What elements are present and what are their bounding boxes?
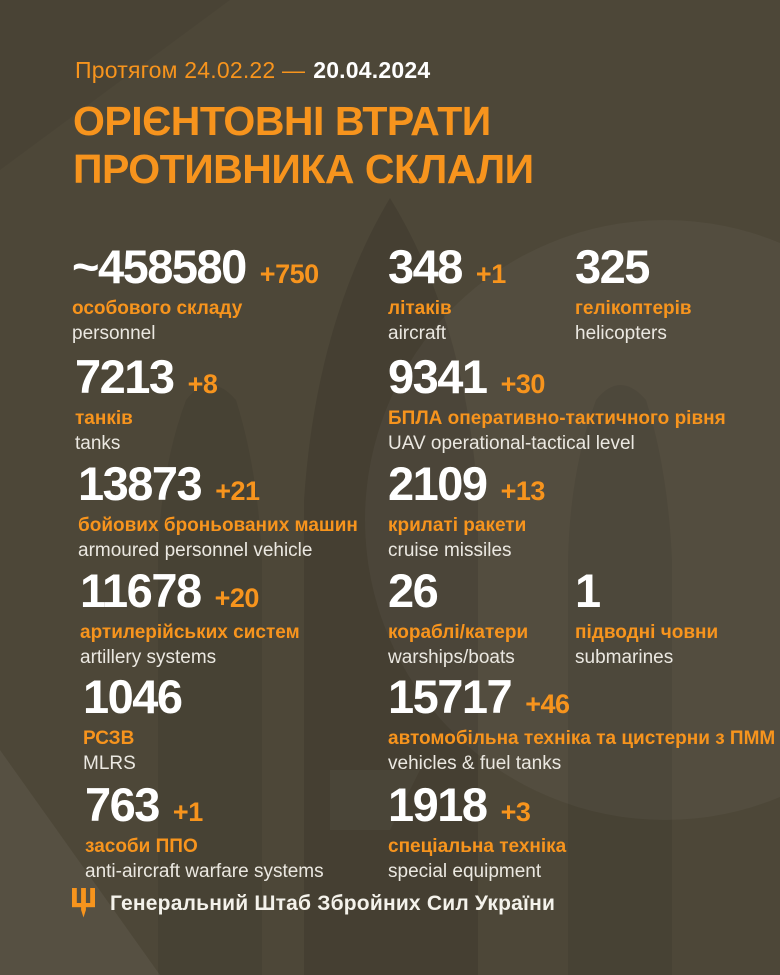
stat-value: 9341 <box>388 350 488 403</box>
stat-label-en: tanks <box>75 432 121 454</box>
stat-value: 1918 <box>388 778 488 831</box>
stat-submarines: 1 підводні човни submarines <box>575 567 718 670</box>
stat-delta: +20 <box>214 583 260 613</box>
stat-label-uk: артилерійських систем <box>80 622 300 643</box>
title-line-2: ПРОТИВНИКА СКЛАЛИ <box>73 145 534 192</box>
stat-label-en: aircraft <box>388 322 447 344</box>
stat-label-uk: автомобільна техніка та цистерни з ПММ <box>388 728 776 749</box>
stat-label-en: personnel <box>72 322 156 344</box>
stat-label-en: cruise missiles <box>388 539 512 561</box>
stat-warships: 26 кораблі/катери warships/boats <box>388 567 528 670</box>
org-name: Генеральний Штаб Збройних Сил України <box>110 891 556 915</box>
stat-delta: +13 <box>500 476 546 506</box>
stat-delta: +21 <box>215 476 260 506</box>
stat-label-uk: кораблі/катери <box>388 622 529 643</box>
stat-vehicles-fuel-tanks: 15717 +46 автомобільна техніка та цистерн… <box>388 673 775 776</box>
stat-label-en: UAV operational-tactical level <box>388 432 635 454</box>
stat-delta: +750 <box>259 259 319 289</box>
stat-label-uk: особового складу <box>72 298 243 319</box>
stat-value: 15717 <box>388 670 513 723</box>
period-date: 20.04.2024 <box>313 57 431 83</box>
stat-value: 325 <box>575 240 650 293</box>
footer: Генеральний Штаб Збройних Сил України <box>72 888 555 919</box>
stat-label-uk: літаків <box>388 298 452 319</box>
stat-label-uk: гелікоптерів <box>575 298 692 319</box>
stat-special-equipment: 1918 +3 спеціальна техніка special equipm… <box>388 781 566 884</box>
stat-label-uk: БПЛА оперативно-тактичного рівня <box>388 408 726 429</box>
stat-label-en: anti-aircraft warfare systems <box>85 860 324 882</box>
stat-label-en: armoured personnel vehicle <box>78 539 313 561</box>
stat-label-en: submarines <box>575 646 674 668</box>
stat-value: 26 <box>388 564 439 617</box>
stat-delta: +46 <box>525 689 570 719</box>
stat-artillery: 11678 +20 артилерійських систем artillery… <box>80 567 300 670</box>
stat-label-en: warships/boats <box>388 646 515 668</box>
stat-uav: 9341 +30 БПЛА оперативно-тактичного рівня… <box>388 353 726 456</box>
stat-label-uk: засоби ППО <box>85 836 198 857</box>
stat-label-uk: РСЗВ <box>83 728 135 749</box>
stat-value: 1046 <box>83 670 183 723</box>
stat-value: 7213 <box>75 350 175 403</box>
stat-cruise-missiles: 2109 +13 крилаті ракети cruise missiles <box>388 460 545 563</box>
stat-value: 348 <box>388 240 463 293</box>
stat-value: 2109 <box>388 457 488 510</box>
stat-aircraft: 348 +1 літаків aircraft <box>388 243 506 346</box>
stat-value: ~458580 <box>72 240 247 293</box>
stat-label-en: artillery systems <box>80 646 217 668</box>
stat-label-en: MLRS <box>83 752 136 774</box>
stat-label-en: special equipment <box>388 860 542 882</box>
stat-armoured-vehicles: 13873 +21 бойових броньованих машин armou… <box>78 460 358 563</box>
period-prefix: Протягом 24.02.22 — <box>75 57 306 83</box>
stat-label-en: helicopters <box>575 322 667 344</box>
stat-value: 763 <box>85 778 160 831</box>
stat-personnel: ~458580 +750 особового складу personnel <box>72 243 319 346</box>
stat-mlrs: 1046 РСЗВ MLRS <box>83 673 196 776</box>
stat-label-en: vehicles & fuel tanks <box>388 752 562 774</box>
title-line-1: ОРІЄНТОВНІ ВТРАТИ <box>73 98 491 144</box>
stat-helicopters: 325 гелікоптерів helicopters <box>575 243 692 346</box>
stat-label-uk: підводні човни <box>575 622 719 643</box>
stat-label-uk: танків <box>75 408 133 429</box>
report-period: Протягом 24.02.22 — 20.04.2024 <box>75 57 430 84</box>
stat-tanks: 7213 +8 танків tanks <box>75 350 218 456</box>
stat-delta: +30 <box>500 369 546 399</box>
stat-delta: +1 <box>475 259 506 289</box>
stat-label-uk: спеціальна техніка <box>388 836 567 857</box>
trident-icon <box>72 888 95 918</box>
stat-value: 1 <box>575 564 601 617</box>
stat-value: 11678 <box>80 564 202 617</box>
stat-delta: +1 <box>172 797 203 827</box>
stat-value: 13873 <box>78 457 203 510</box>
stat-label-uk: бойових броньованих машин <box>78 515 358 536</box>
stat-delta: +3 <box>500 797 531 827</box>
stat-delta: +8 <box>187 369 218 399</box>
page-title: ОРІЄНТОВНІ ВТРАТИ ПРОТИВНИКА СКЛАЛИ <box>73 98 534 194</box>
stat-label-uk: крилаті ракети <box>388 515 527 536</box>
stat-anti-aircraft: 763 +1 засоби ППО anti-aircraft warfare s… <box>85 781 324 884</box>
